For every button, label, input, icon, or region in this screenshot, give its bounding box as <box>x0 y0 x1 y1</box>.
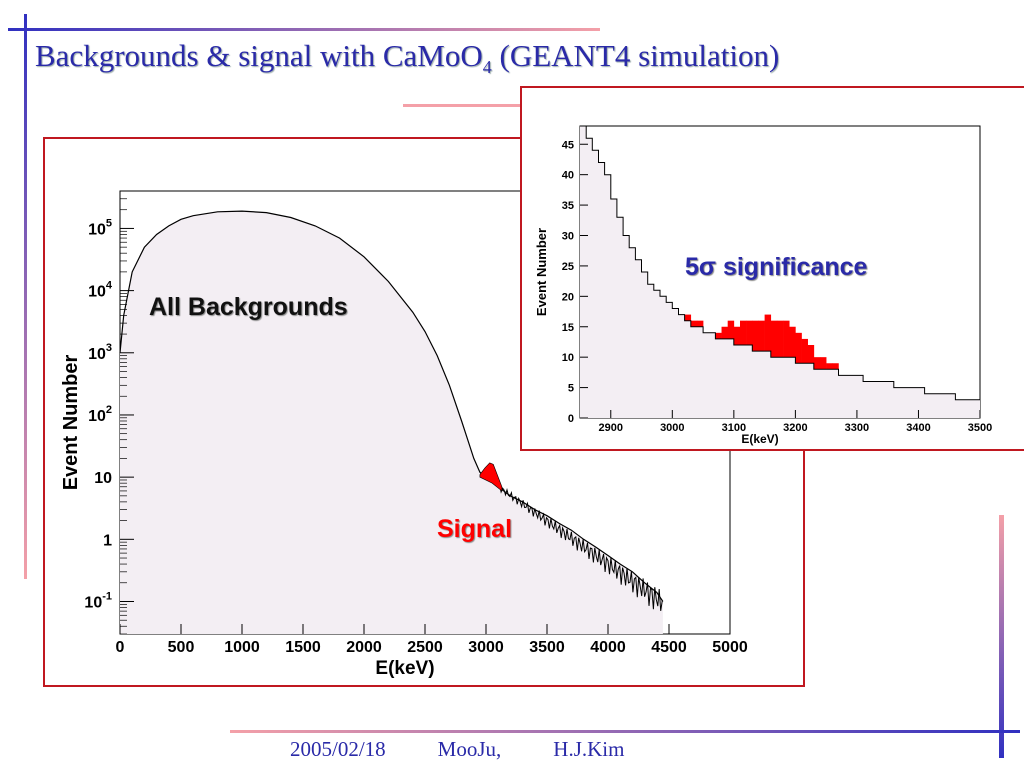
inset-y-tick-label: 20 <box>562 291 574 303</box>
inset-signal-bar <box>684 314 692 321</box>
inset-signal-bar <box>740 320 747 345</box>
decor-hline-bottom <box>230 730 1020 733</box>
signal-peak <box>479 462 503 492</box>
inset-y-axis-label: Event Number <box>534 228 549 316</box>
inset-background-area <box>580 126 980 418</box>
y-tick-exponent: 2 <box>106 404 112 416</box>
x-tick-label: 2000 <box>346 639 382 656</box>
y-tick-base: 1 <box>103 532 112 549</box>
inset-x-tick-label: 3300 <box>845 422 869 434</box>
inset-signal-bar <box>721 326 728 339</box>
x-tick-label: 4000 <box>590 639 626 656</box>
inset-background-step-line <box>580 125 980 401</box>
inset-x-tick-label: 3100 <box>722 422 746 434</box>
inset-signal-bar <box>696 320 704 327</box>
inset-y-tick-label: 15 <box>562 322 574 334</box>
y-tick-exponent: 3 <box>106 342 112 354</box>
y-tick-exponent: -1 <box>102 590 112 602</box>
x-tick-label: 0 <box>116 639 125 656</box>
title-main: Backgrounds & signal with CaMoO <box>35 38 483 73</box>
inset-chart-panel: 2900 3000 3100 3200 3300 3400 3500 0 5 10 15 20 25 30… <box>520 86 1024 451</box>
footer-date: 2005/02/18 <box>290 737 386 761</box>
x-tick-label: 1500 <box>285 639 321 656</box>
inset-signal-bar <box>746 320 753 345</box>
y-tick-label: 104 <box>88 280 113 301</box>
inset-signal-bar <box>727 320 735 339</box>
inset-y-tick-label: 40 <box>562 170 574 182</box>
annotation-all-backgrounds: All Backgrounds <box>149 293 348 321</box>
x-tick-label: 1000 <box>224 639 260 656</box>
title-suffix: (GEANT4 simulation) <box>491 38 780 73</box>
x-tick-label: 5000 <box>712 639 748 656</box>
inset-x-tick-label: 2900 <box>599 422 623 434</box>
inset-signal-bar <box>813 357 821 370</box>
x-tick-label: 4500 <box>651 639 687 656</box>
inset-y-tick-label: 5 <box>568 383 574 395</box>
decor-hline-top <box>8 28 600 31</box>
y-tick-label: 1 <box>103 532 112 549</box>
inset-y-tick-label: 10 <box>562 352 574 364</box>
y-axis-label: Event Number <box>60 354 82 490</box>
y-tick-base: 10 <box>88 221 106 238</box>
inset-signal-bar <box>795 332 802 364</box>
inset-signal-bar <box>690 320 698 327</box>
decor-vline-left <box>24 14 27 579</box>
inset-signal-bar <box>801 338 808 364</box>
inset-y-tick-label: 0 <box>568 413 574 425</box>
y-tick-label: 105 <box>88 217 112 238</box>
y-tick-base: 10 <box>84 594 102 611</box>
y-tick-label: 103 <box>88 342 112 363</box>
inset-signal-bar <box>820 357 827 370</box>
x-tick-label: 2500 <box>407 639 443 656</box>
y-tick-base: 10 <box>88 408 106 425</box>
x-axis-label: E(keV) <box>375 658 434 679</box>
inset-signal-bar <box>764 314 772 352</box>
inset-x-axis-label: E(keV) <box>741 432 778 446</box>
footer: 2005/02/18 MooJu, H.J.Kim <box>290 737 624 762</box>
footer-project: MooJu, <box>437 737 502 761</box>
inset-y-tick-label: 30 <box>562 231 574 243</box>
main-chart: 0 500 1000 1500 2000 2500 3000 3500 4000 4500 5000… <box>60 190 748 679</box>
inset-y-tick-label: 35 <box>562 200 574 212</box>
inset-signal-bar <box>832 363 839 370</box>
y-tick-base: 10 <box>94 470 112 487</box>
inset-signal-bar <box>807 345 815 364</box>
decor-vline-right <box>999 515 1004 758</box>
inset-signal-bar <box>789 326 796 358</box>
decor-hline-mid <box>403 104 523 107</box>
inset-x-tick-label: 3500 <box>968 422 992 434</box>
y-tick-base: 10 <box>88 284 106 301</box>
background-area <box>120 211 663 634</box>
y-tick-exponent: 5 <box>106 217 112 229</box>
annotation-5sigma: 5σ significance <box>685 253 868 281</box>
x-tick-label: 500 <box>168 639 195 656</box>
y-tick-label: 10-1 <box>84 590 112 611</box>
inset-chart: 2900 3000 3100 3200 3300 3400 3500 0 5 10 15 20 25 30… <box>534 125 992 446</box>
y-tick-label: 10 <box>94 470 112 487</box>
inset-x-tick-label: 3400 <box>906 422 930 434</box>
y-tick-base: 10 <box>88 346 106 363</box>
inset-signal-bar <box>826 363 833 370</box>
background-series-line <box>119 210 664 602</box>
x-tick-label: 3000 <box>468 639 504 656</box>
slide-title: Backgrounds & signal with CaMoO4 (GEANT4… <box>35 38 779 78</box>
inset-signal-bar <box>770 320 778 358</box>
inset-signal-bar <box>758 320 765 352</box>
inset-signal-bar <box>715 332 722 339</box>
inset-signal-bar <box>733 326 741 345</box>
y-tick-exponent: 4 <box>106 280 113 292</box>
x-tick-label: 3500 <box>529 639 565 656</box>
title-subscript: 4 <box>482 57 492 78</box>
inset-y-tick-label: 25 <box>562 261 574 273</box>
background-tail-noise <box>497 484 663 611</box>
inset-x-tick-label: 3200 <box>783 422 807 434</box>
inset-signal-bar <box>783 320 790 358</box>
y-tick-label: 102 <box>88 404 112 425</box>
inset-signal-bar <box>752 320 759 352</box>
inset-y-tick-label: 45 <box>562 139 574 151</box>
inset-signal-bar <box>776 320 784 358</box>
inset-x-tick-label: 3000 <box>660 422 684 434</box>
footer-author: H.J.Kim <box>553 737 625 761</box>
annotation-signal: Signal <box>437 515 512 543</box>
